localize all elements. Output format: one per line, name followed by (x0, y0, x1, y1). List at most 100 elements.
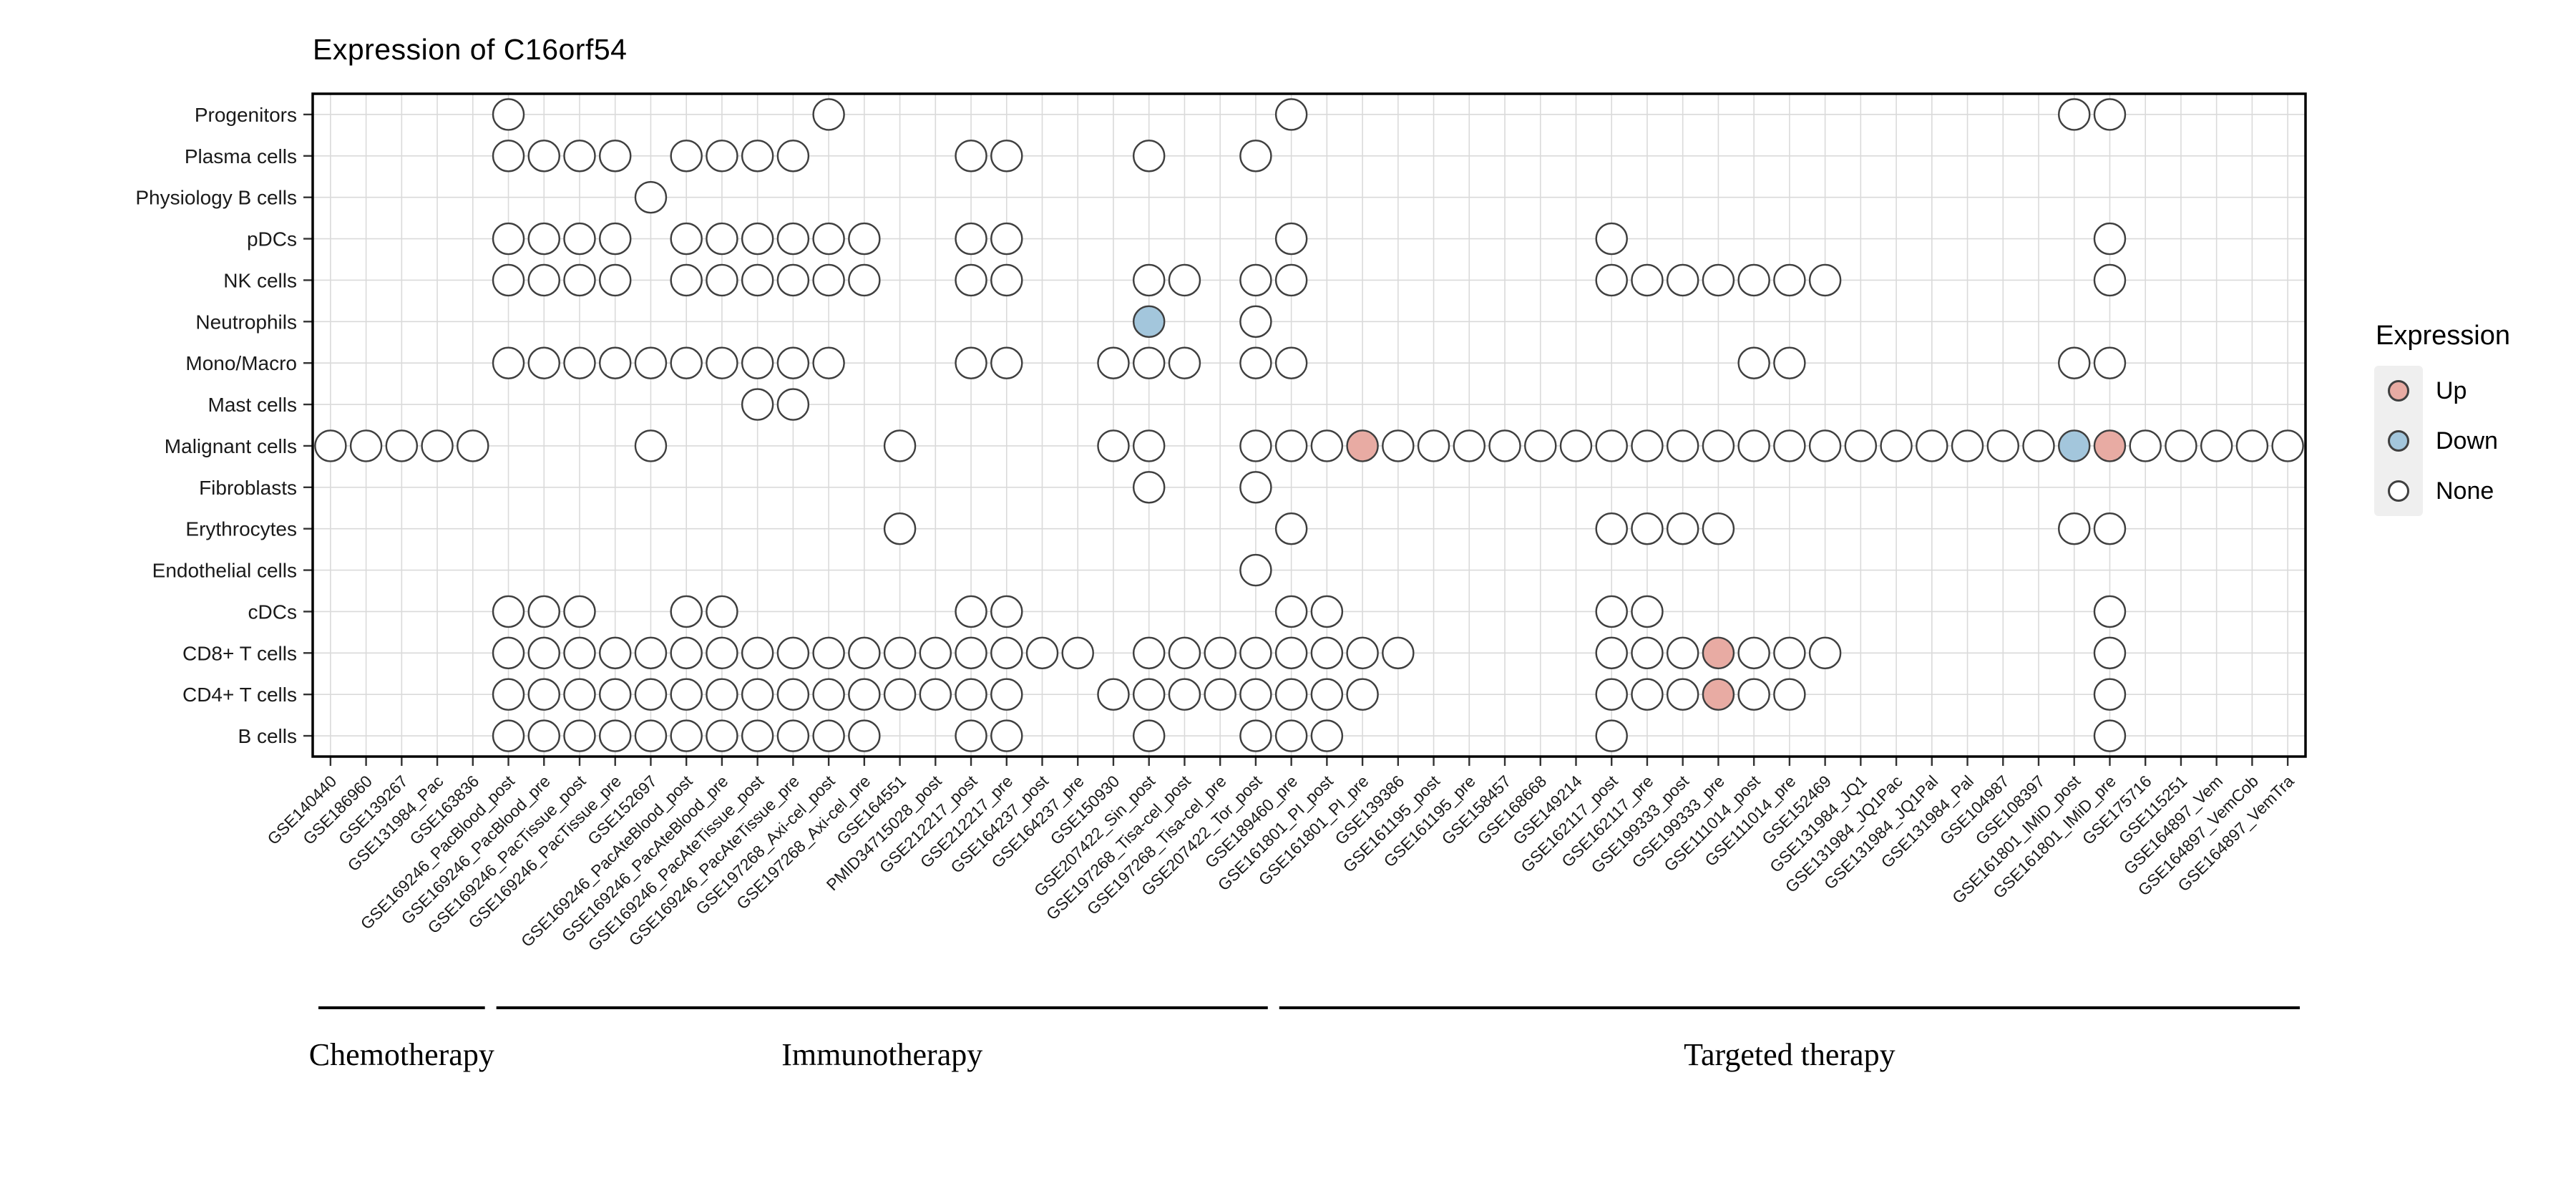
expression-dot-none (2093, 678, 2127, 711)
expression-dot-none (955, 140, 987, 172)
expression-dot-none (634, 678, 668, 711)
expression-dot-none (1595, 636, 1628, 670)
expression-dot-none (1204, 636, 1236, 670)
expression-dot-none (1773, 678, 1806, 711)
expression-dot-none (563, 263, 596, 297)
expression-dot-none (1773, 263, 1806, 297)
expression-dot-none (1274, 346, 1308, 379)
legend-key (2374, 466, 2423, 516)
expression-dot-none (812, 636, 845, 670)
expression-dot-none (1274, 678, 1308, 711)
expression-dot-none (563, 719, 596, 752)
expression-dot-none (1453, 429, 1485, 462)
legend-key (2374, 366, 2423, 416)
expression-dot-none (1595, 595, 1628, 628)
expression-dot-none (776, 388, 810, 421)
expression-dot-none (812, 678, 845, 711)
expression-dot-none (883, 512, 917, 545)
expression-dot-none (1631, 678, 1664, 711)
expression-dot-none (527, 222, 560, 256)
expression-dot-none (599, 140, 632, 172)
expression-dot-none (2200, 429, 2233, 462)
expression-dot-none (1274, 719, 1308, 752)
expression-dot-none (955, 263, 987, 297)
legend-item-label: Down (2436, 427, 2498, 455)
expression-dot-none (776, 346, 810, 379)
expression-dot-none (1168, 346, 1201, 379)
expression-dot-none (1274, 512, 1308, 545)
expression-dot-none (1951, 429, 1984, 462)
expression-dot-none (919, 678, 952, 711)
expression-dot-none (599, 222, 632, 256)
expression-dot-none (1239, 429, 1272, 462)
expression-dot-none (2129, 429, 2162, 462)
expression-dot-none (1168, 678, 1201, 711)
panel-border (311, 92, 2307, 758)
expression-dot-up (1346, 429, 1379, 462)
expression-dot-none (1595, 719, 1628, 752)
expression-dot-none (670, 346, 703, 379)
y-axis-label: Erythrocytes (185, 518, 297, 540)
expression-dot-none (990, 346, 1023, 379)
expression-dot-none (1808, 263, 1842, 297)
expression-dot-none (1239, 553, 1272, 587)
expression-dot-none (492, 636, 525, 670)
expression-dot-none (1702, 429, 1735, 462)
expression-dot-none (1133, 429, 1166, 462)
expression-dot-none (883, 429, 917, 462)
expression-dot-none (1097, 678, 1130, 711)
up-dot-icon (2388, 380, 2409, 402)
expression-dot-none (527, 595, 560, 628)
expression-dot-none (990, 263, 1023, 297)
expression-dot-none (1061, 636, 1094, 670)
expression-dot-none (1310, 678, 1344, 711)
expression-dot-none (1274, 429, 1308, 462)
y-axis-label: CD8+ T cells (182, 642, 297, 664)
expression-dot-none (1133, 678, 1166, 711)
expression-dot-none (1168, 636, 1201, 670)
expression-dot-none (990, 636, 1023, 670)
expression-dot-none (1133, 140, 1166, 172)
expression-dot-none (1310, 429, 1344, 462)
expression-dot-none (1133, 346, 1166, 379)
expression-dot-none (1666, 512, 1699, 545)
expression-dot-none (741, 678, 774, 711)
expression-dot-none (1346, 636, 1379, 670)
expression-dot-none (2235, 429, 2269, 462)
expression-dot-none (1239, 719, 1272, 752)
expression-dot-none (1808, 636, 1842, 670)
expression-dot-none (812, 222, 845, 256)
expression-dot-none (955, 222, 987, 256)
expression-dot-none (1631, 636, 1664, 670)
expression-dot-none (1239, 636, 1272, 670)
expression-dot-none (990, 678, 1023, 711)
expression-dot-none (812, 346, 845, 379)
expression-dot-none (848, 636, 881, 670)
y-axis-label: Endothelial cells (152, 560, 297, 582)
expression-dot-none (741, 263, 774, 297)
expression-dot-none (670, 719, 703, 752)
expression-dot-none (1382, 636, 1415, 670)
legend-item-none: None (2374, 466, 2510, 516)
expression-dot-none (706, 636, 738, 670)
expression-dot-none (1773, 346, 1806, 379)
y-axis-label: cDCs (248, 601, 297, 623)
expression-dot-none (1666, 678, 1699, 711)
expression-dot-none (563, 595, 596, 628)
expression-dot-none (1310, 595, 1344, 628)
expression-dot-none (563, 140, 596, 172)
expression-dot-none (1488, 429, 1521, 462)
y-axis-label: pDCs (247, 228, 297, 251)
expression-dot-none (2093, 595, 2127, 628)
expression-dot-none (1274, 98, 1308, 131)
expression-dot-none (2093, 346, 2127, 379)
expression-dot-none (955, 595, 987, 628)
expression-dot-none (385, 429, 419, 462)
expression-dot-none (848, 222, 881, 256)
expression-dot-none (599, 636, 632, 670)
expression-dot-none (776, 222, 810, 256)
expression-dot-none (1025, 636, 1059, 670)
expression-dot-none (812, 98, 845, 131)
expression-dot-none (812, 263, 845, 297)
expression-dot-none (1133, 636, 1166, 670)
